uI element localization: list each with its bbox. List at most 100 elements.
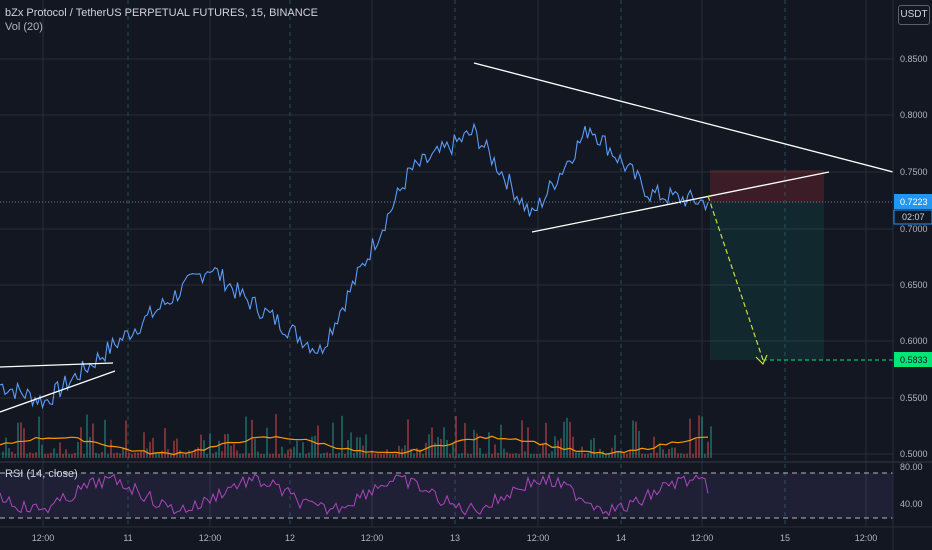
currency-button[interactable]: USDT xyxy=(898,5,930,25)
symbol-title[interactable]: bZx Protocol / TetherUS PERPETUAL FUTURE… xyxy=(5,7,318,19)
volume-bar xyxy=(71,453,73,458)
volume-bar xyxy=(215,451,217,458)
volume-bar xyxy=(251,419,253,458)
volume-bar xyxy=(317,425,319,458)
volume-bar xyxy=(635,421,637,458)
volume-bar xyxy=(593,438,595,458)
volume-bar xyxy=(149,441,151,458)
volume-bar xyxy=(242,453,244,458)
volume-bar xyxy=(11,451,13,458)
volume-bar xyxy=(23,428,25,458)
volume-bar xyxy=(602,451,604,458)
volume-bar xyxy=(146,448,148,458)
volume-bar xyxy=(566,417,568,458)
volume-bar xyxy=(92,423,94,458)
volume-bar xyxy=(461,453,463,458)
volume-bar xyxy=(101,451,103,458)
time-tick: 12:00 xyxy=(855,533,878,543)
volume-bar xyxy=(107,453,109,458)
volume-bar xyxy=(176,438,178,458)
volume-bar xyxy=(122,447,124,458)
volume-bar xyxy=(647,453,649,458)
volume-bar xyxy=(290,449,292,458)
volume-bars xyxy=(2,414,712,458)
volume-bar xyxy=(464,422,466,458)
volume-bar xyxy=(329,453,331,458)
volume-bar xyxy=(422,453,424,458)
volume-bar xyxy=(293,446,295,458)
volume-bar xyxy=(692,453,694,458)
volume-bar xyxy=(173,440,175,458)
volume-bar xyxy=(119,453,121,458)
volume-bar xyxy=(95,452,97,458)
volume-bar xyxy=(455,415,457,458)
price-tick: 0.5000 xyxy=(900,449,928,459)
time-tick: 11 xyxy=(123,533,132,543)
time-tick: 15 xyxy=(780,533,790,543)
volume-bar xyxy=(365,434,367,458)
volume-bar xyxy=(20,422,22,458)
volume-bar xyxy=(62,453,64,458)
volume-bar xyxy=(125,420,127,458)
volume-bar xyxy=(245,416,247,458)
volume-bar xyxy=(662,449,664,458)
volume-bar xyxy=(677,453,679,458)
volume-bar xyxy=(164,428,166,458)
volume-bar xyxy=(572,436,574,458)
volume-bar xyxy=(32,453,34,458)
rsi-indicator-label[interactable]: RSI (14, close) xyxy=(5,468,78,480)
volume-bar xyxy=(56,453,58,458)
volume-bar xyxy=(284,453,286,458)
volume-indicator-label[interactable]: Vol (20) xyxy=(5,21,43,33)
volume-bar xyxy=(398,445,400,458)
volume-bar xyxy=(383,453,385,458)
volume-bar xyxy=(248,453,250,458)
volume-bar xyxy=(221,451,223,458)
volume-bar xyxy=(509,453,511,458)
volume-bar xyxy=(680,453,682,458)
volume-bar xyxy=(473,429,475,458)
rsi-line xyxy=(0,473,709,517)
volume-bar xyxy=(668,449,670,458)
volume-bar xyxy=(614,435,616,458)
volume-bar xyxy=(266,427,268,458)
volume-bar xyxy=(626,453,628,458)
volume-bar xyxy=(608,453,610,458)
volume-bar xyxy=(74,452,76,458)
volume-bar xyxy=(269,453,271,458)
volume-bar xyxy=(368,453,370,458)
volume-bar xyxy=(407,419,409,458)
volume-bar xyxy=(578,452,580,458)
volume-bar xyxy=(584,453,586,458)
volume-bar xyxy=(629,451,631,458)
volume-bar xyxy=(491,454,493,458)
volume-bar xyxy=(197,447,199,458)
volume-bar xyxy=(134,452,136,458)
volume-bar xyxy=(515,453,517,458)
volume-bar xyxy=(524,451,526,458)
volume-bar xyxy=(530,453,532,458)
volume-bar xyxy=(35,452,37,458)
volume-bar xyxy=(500,424,502,458)
volume-bar xyxy=(323,452,325,458)
volume-bar xyxy=(581,446,583,458)
volume-bar xyxy=(470,453,472,458)
volume-bar xyxy=(38,416,40,458)
volume-bar xyxy=(479,447,481,458)
rsi-band xyxy=(0,473,893,518)
volume-bar xyxy=(5,437,7,458)
volume-bar xyxy=(113,453,115,458)
time-tick: 13 xyxy=(450,533,460,543)
volume-bar xyxy=(281,446,283,458)
price-series-line xyxy=(0,122,709,410)
volume-bar xyxy=(356,437,358,458)
left-trend-line-rising xyxy=(0,370,116,413)
volume-bar xyxy=(311,436,313,458)
volume-bar xyxy=(437,437,439,458)
volume-bar xyxy=(131,453,133,458)
volume-bar xyxy=(503,448,505,458)
volume-bar xyxy=(212,453,214,458)
target-price-label: 0.5833 xyxy=(900,355,928,365)
volume-bar xyxy=(443,427,445,458)
